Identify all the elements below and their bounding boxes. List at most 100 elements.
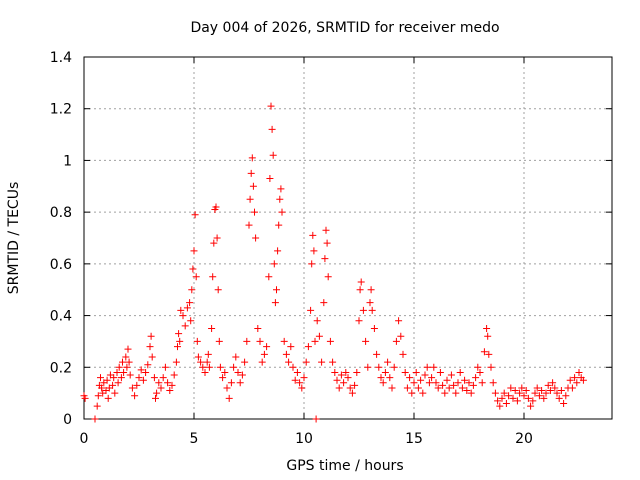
data-point <box>373 350 381 358</box>
data-point <box>452 389 460 397</box>
data-point <box>458 384 466 392</box>
data-point <box>177 306 185 314</box>
data-point <box>516 389 524 397</box>
data-point <box>359 306 367 314</box>
data-point <box>312 415 320 423</box>
data-point <box>485 350 493 358</box>
data-point <box>223 384 231 392</box>
data-point <box>252 234 260 242</box>
data-point <box>377 374 385 382</box>
data-point <box>248 154 256 162</box>
data-point <box>270 260 278 268</box>
data-point <box>150 374 158 382</box>
data-point <box>487 363 495 371</box>
y-tick-label: 1.2 <box>50 102 72 118</box>
data-point <box>342 368 350 376</box>
data-point <box>275 221 283 229</box>
data-point <box>189 265 197 273</box>
data-point <box>423 363 431 371</box>
data-points <box>80 102 587 423</box>
data-point <box>579 376 587 384</box>
data-point <box>230 363 238 371</box>
data-point <box>527 402 535 410</box>
data-point <box>277 185 285 193</box>
data-point <box>266 175 274 183</box>
data-point <box>549 379 557 387</box>
data-point <box>367 286 375 294</box>
data-point <box>322 226 330 234</box>
data-point <box>524 394 532 402</box>
y-tick-label: 0.4 <box>50 309 72 325</box>
data-point <box>357 278 365 286</box>
data-point <box>276 195 284 203</box>
data-point <box>390 363 398 371</box>
data-point <box>205 363 213 371</box>
data-point <box>199 363 207 371</box>
data-point <box>395 317 403 325</box>
data-point <box>159 374 167 382</box>
data-point <box>216 363 224 371</box>
data-point <box>546 387 554 395</box>
data-point <box>531 389 539 397</box>
data-point <box>321 255 329 263</box>
data-point <box>215 337 223 345</box>
data-point <box>414 384 422 392</box>
data-point <box>142 368 150 376</box>
data-point <box>474 363 482 371</box>
data-point <box>209 273 217 281</box>
data-point <box>425 379 433 387</box>
data-point <box>187 317 195 325</box>
data-point <box>326 337 334 345</box>
data-point <box>575 368 583 376</box>
data-point <box>137 366 145 374</box>
data-point <box>522 387 530 395</box>
data-point <box>557 387 565 395</box>
data-point <box>296 379 304 387</box>
data-point <box>175 330 183 338</box>
data-point <box>93 402 101 410</box>
data-point <box>94 392 102 400</box>
data-point <box>406 374 414 382</box>
data-point <box>544 381 552 389</box>
data-point <box>472 374 480 382</box>
data-point <box>573 379 581 387</box>
data-point <box>456 368 464 376</box>
data-point <box>238 371 246 379</box>
data-point <box>188 286 196 294</box>
data-point <box>269 151 277 159</box>
data-point <box>225 394 233 402</box>
data-point <box>324 273 332 281</box>
data-point <box>348 389 356 397</box>
data-point <box>346 384 354 392</box>
data-point <box>356 286 364 294</box>
data-point <box>447 371 455 379</box>
data-point <box>278 208 286 216</box>
data-point <box>166 387 174 395</box>
data-point <box>329 358 337 366</box>
data-point <box>310 247 318 255</box>
data-point <box>428 374 436 382</box>
data-point <box>436 368 444 376</box>
data-point <box>232 353 240 361</box>
data-point <box>484 332 492 340</box>
data-point <box>344 374 352 382</box>
data-point <box>172 358 180 366</box>
data-point <box>511 387 519 395</box>
y-axis-label: SRMTID / TECUs <box>6 182 22 295</box>
data-point <box>430 363 438 371</box>
data-point <box>368 306 376 314</box>
data-point <box>304 343 312 351</box>
data-point <box>104 394 112 402</box>
data-point <box>494 397 502 405</box>
data-point <box>109 381 117 389</box>
data-point <box>249 182 257 190</box>
data-point <box>193 337 201 345</box>
data-point <box>194 353 202 361</box>
data-point <box>103 376 111 384</box>
data-point <box>157 384 165 392</box>
data-point <box>289 363 297 371</box>
data-point <box>243 337 251 345</box>
data-point <box>256 337 264 345</box>
data-point <box>128 384 136 392</box>
data-point <box>97 374 104 382</box>
